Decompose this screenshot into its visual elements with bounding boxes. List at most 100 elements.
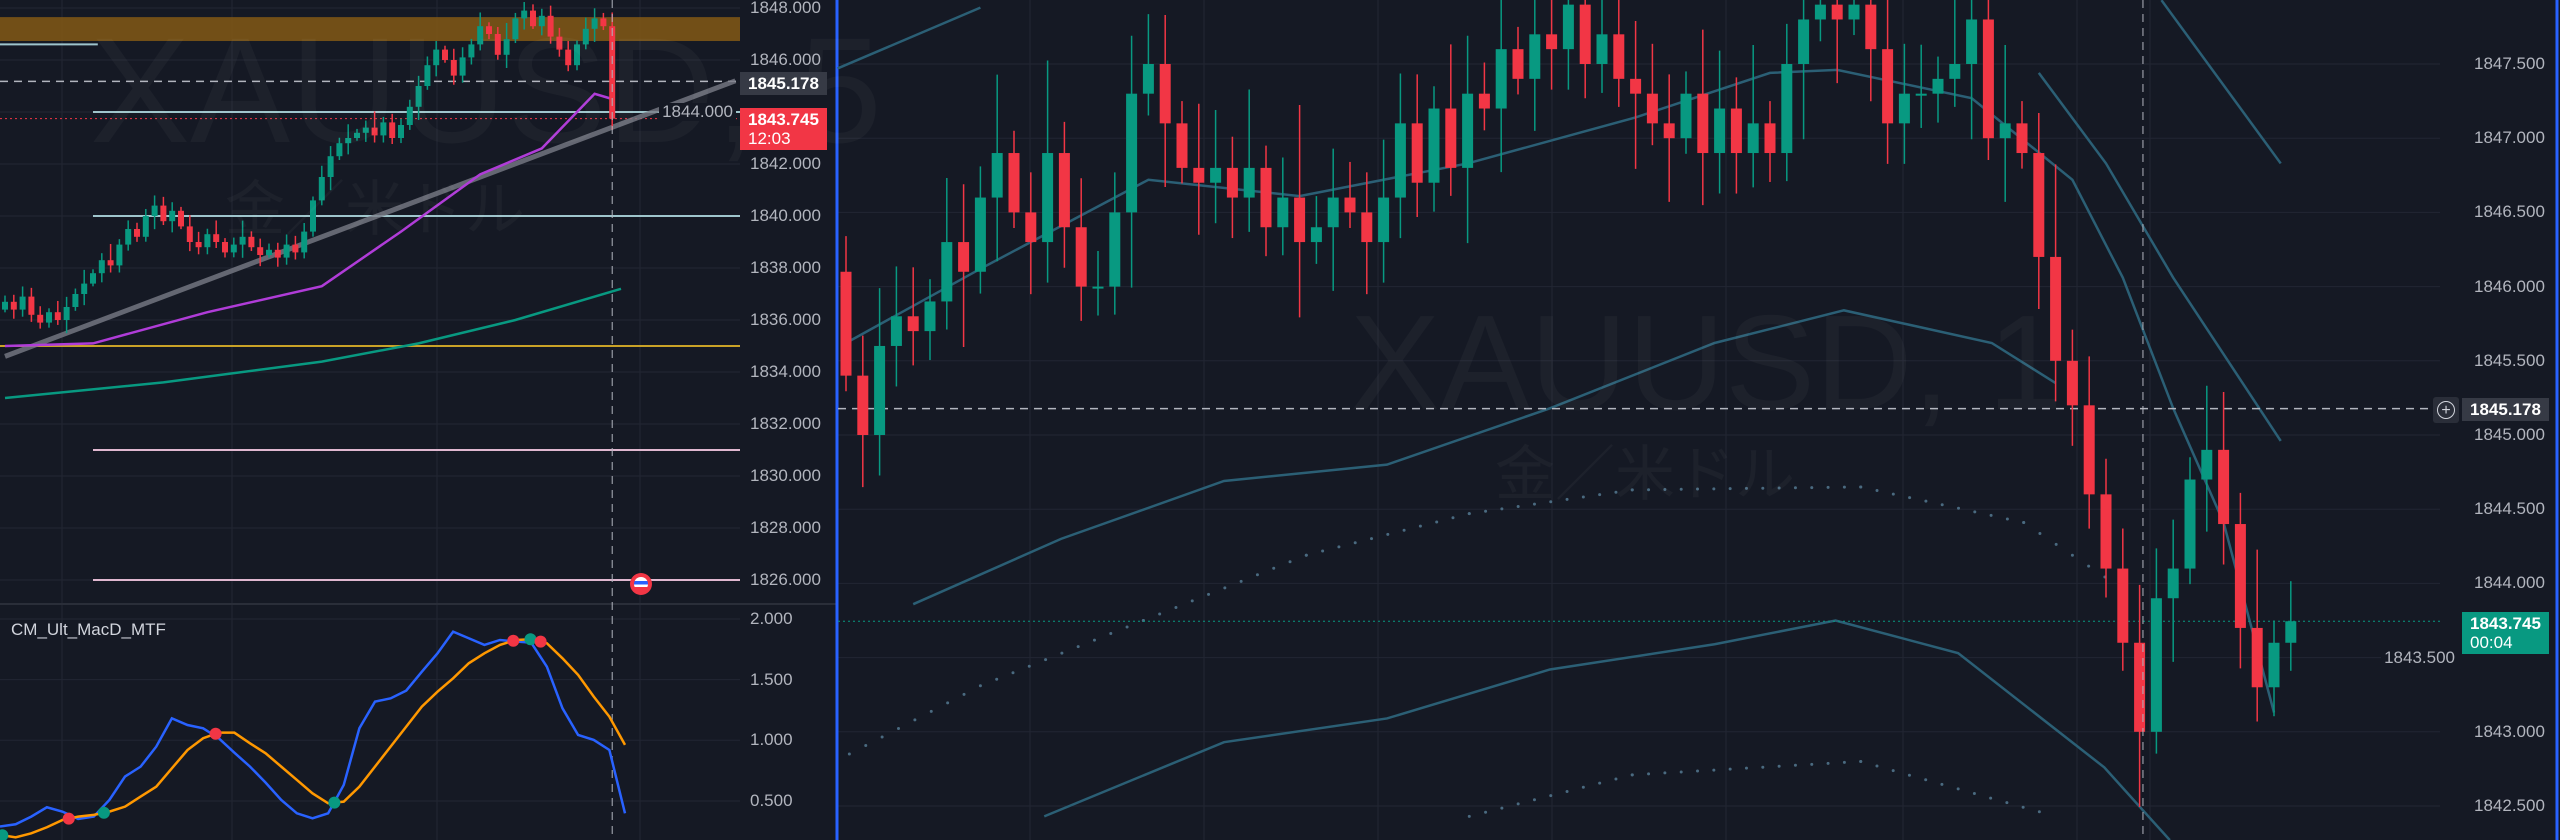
left-candle <box>213 234 220 242</box>
left-candle <box>371 127 378 136</box>
band-dot <box>2022 521 2026 525</box>
band-dot <box>1728 767 1732 771</box>
band-dot <box>1484 810 1488 814</box>
left-candle <box>380 122 387 136</box>
us-flag-event-icon[interactable] <box>630 573 652 595</box>
right-candle <box>1327 197 1339 228</box>
price-tick-label: 1842.000 <box>750 154 821 173</box>
band-dot <box>1679 770 1683 774</box>
macd-cross-dot <box>328 796 341 809</box>
right-candle <box>2117 568 2129 643</box>
band-dot <box>1516 505 1520 509</box>
band-dot <box>2054 542 2058 546</box>
band-dot <box>929 709 933 713</box>
band-dot <box>1435 520 1439 524</box>
right-candle <box>1109 212 1121 287</box>
left-candle <box>415 86 422 107</box>
left-candle <box>72 294 79 307</box>
right-candle <box>1579 4 1591 65</box>
price-tick-label: 1832.000 <box>750 414 821 433</box>
right-candle <box>1882 49 1894 124</box>
right-candle <box>1126 93 1138 213</box>
price-tick-label: 1845.500 <box>2474 350 2545 370</box>
band-dot <box>1647 772 1651 776</box>
right-candle <box>1764 123 1776 154</box>
band-dot <box>1924 499 1928 503</box>
band-dot <box>1826 761 1830 765</box>
band-dot <box>1044 658 1048 662</box>
price-tick-label: 1826.000 <box>750 570 821 589</box>
band-line <box>1043 619 2171 840</box>
price-tick-label: 1844.000 <box>659 103 736 121</box>
indicator-title[interactable]: CM_Ult_MacD_MTF <box>11 620 166 639</box>
right-candle <box>1378 197 1390 243</box>
band-dot <box>995 677 999 681</box>
right-watermark-subtitle: 金／米ドル <box>1495 445 1795 505</box>
price-tick-label: 1844.500 <box>2474 499 2545 519</box>
band-dot <box>2005 801 2009 805</box>
left-candle <box>90 273 96 284</box>
right-candle <box>1966 19 1978 64</box>
band-dot <box>1158 612 1162 616</box>
band-dot <box>1663 771 1667 775</box>
left-candle <box>301 231 308 253</box>
right-candle <box>1042 153 1054 243</box>
right-candle <box>991 153 1003 198</box>
band-dot <box>1924 778 1928 782</box>
right-candle <box>874 345 886 435</box>
band-dot <box>1679 487 1683 491</box>
price-tick-label: 1838.000 <box>750 258 821 277</box>
price-tick-label: 1846.000 <box>750 50 821 69</box>
band-dot <box>2021 805 2025 809</box>
left-candle <box>134 229 140 237</box>
band-dot <box>1696 769 1700 773</box>
right-candle <box>2134 642 2146 732</box>
left-candle <box>160 205 167 222</box>
right-candle <box>1932 78 1944 94</box>
moving-average-green <box>4 287 622 400</box>
left-crosshair-price-label: 1845.178 <box>740 72 827 95</box>
right-candle <box>1462 93 1474 168</box>
right-candle <box>1478 93 1490 109</box>
band-dot <box>1532 798 1536 802</box>
price-tick-label: 1830.000 <box>750 466 821 485</box>
left-candle <box>336 143 343 157</box>
right-candle <box>1428 108 1440 183</box>
right-candle <box>1898 93 1910 124</box>
band-dot <box>864 744 868 748</box>
add-alert-button[interactable]: + <box>2433 397 2459 423</box>
band-line <box>2037 72 2282 442</box>
left-candle <box>459 57 466 76</box>
right-candle <box>1630 78 1642 94</box>
left-candle <box>406 106 413 125</box>
right-candle <box>1277 197 1289 228</box>
right-candle <box>857 375 869 435</box>
macd-cross-dot <box>524 633 537 646</box>
right-candle <box>2285 621 2297 643</box>
macd-line <box>0 630 627 828</box>
left-candle <box>442 49 448 60</box>
band-dot <box>1581 495 1585 499</box>
left-candle <box>274 249 281 258</box>
band-dot <box>1109 632 1113 636</box>
band-dot <box>962 692 966 696</box>
left-candle <box>600 18 607 27</box>
left-candle <box>142 216 149 237</box>
price-tick-label: 1845.000 <box>2474 425 2545 444</box>
right-candle <box>2150 598 2162 732</box>
left-candle <box>345 138 352 144</box>
left-candle <box>54 312 61 320</box>
band-dot <box>1092 638 1096 642</box>
band-dot <box>913 718 917 722</box>
left-candle <box>19 296 26 310</box>
band-dot <box>1223 586 1227 590</box>
band-dot <box>1761 486 1765 490</box>
right-candle <box>1075 227 1087 287</box>
band-dot <box>1826 485 1830 489</box>
right-countdown: 00:04 <box>2470 633 2513 652</box>
macd-tick-label: 2.000 <box>750 609 793 628</box>
band-dot <box>1516 802 1520 806</box>
band-dot <box>1011 671 1015 675</box>
band-dot <box>1598 781 1602 785</box>
